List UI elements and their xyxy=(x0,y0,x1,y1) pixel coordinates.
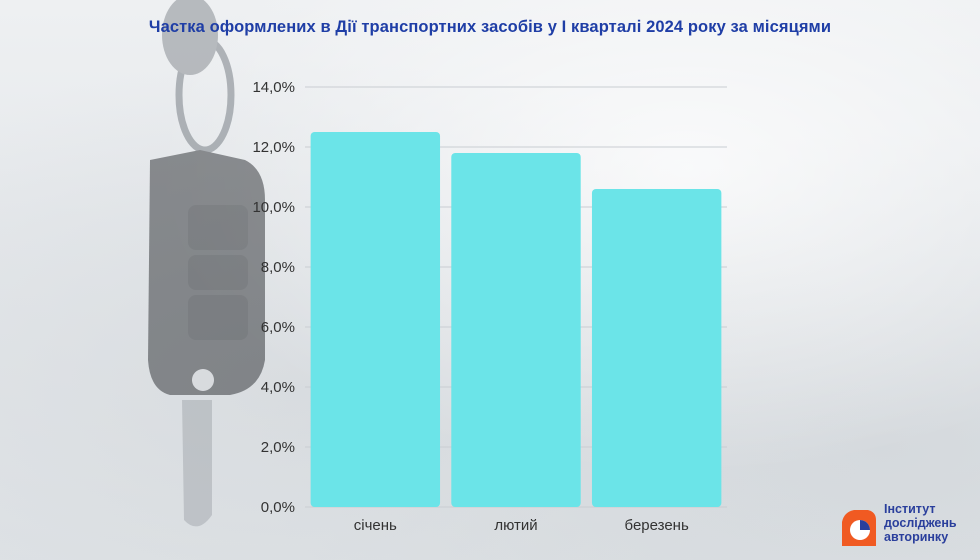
y-tick-label: 14,0% xyxy=(252,79,295,96)
logo-line-3: авторинку xyxy=(884,530,949,544)
chart-title: Частка оформлених в Дії транспортних зас… xyxy=(148,18,832,36)
x-category-label: лютий xyxy=(494,517,537,534)
x-category-label: січень xyxy=(354,517,397,534)
y-tick-label: 0,0% xyxy=(261,499,295,516)
bar xyxy=(591,189,722,507)
logo: Інститут досліджень авторинку xyxy=(838,500,978,550)
x-category-label: березень xyxy=(625,517,689,534)
car-key-icon xyxy=(148,0,265,527)
logo-text: Інститут досліджень авторинку xyxy=(884,502,957,544)
bar xyxy=(310,132,441,507)
logo-line-1: Інститут xyxy=(884,502,936,516)
y-tick-label: 8,0% xyxy=(261,259,295,276)
bar xyxy=(451,153,581,507)
y-tick-label: 6,0% xyxy=(261,319,295,336)
y-tick-label: 4,0% xyxy=(261,379,295,396)
pie-chart-icon xyxy=(842,510,876,546)
y-tick-label: 10,0% xyxy=(252,199,295,216)
y-tick-label: 2,0% xyxy=(261,439,295,456)
y-tick-label: 12,0% xyxy=(252,139,295,156)
logo-line-2: досліджень xyxy=(884,516,957,530)
